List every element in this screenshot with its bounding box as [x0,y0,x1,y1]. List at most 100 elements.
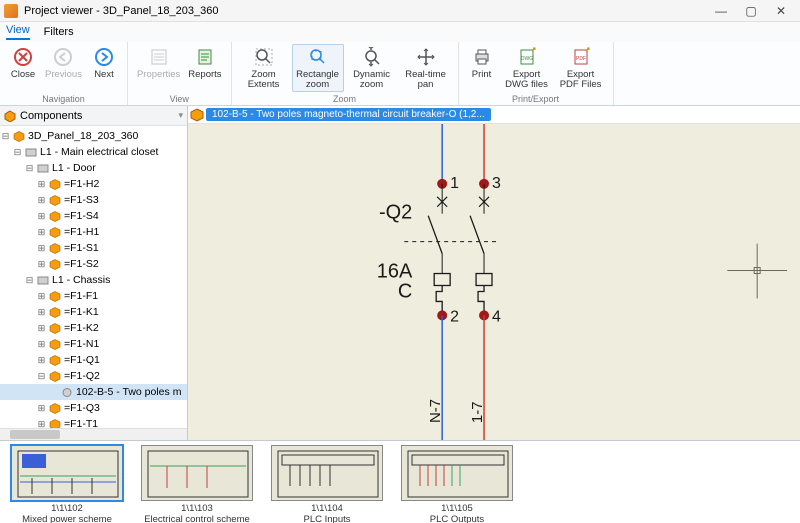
tree-node[interactable]: ⊟=F1-Q2 [0,368,187,384]
minimize-button[interactable]: — [706,1,736,21]
ribbon-group-title: Print/Export [465,94,607,105]
ribbon-group-zoom: Zoom Extents Rectangle zoom Dynamic zoom… [232,42,459,105]
thumb-103[interactable]: 1\1\103 Electrical control scheme [138,445,256,523]
tree-node[interactable]: ⊞=F1-S3 [0,192,187,208]
tree-node[interactable]: ⊞=F1-K1 [0,304,187,320]
tree-node[interactable]: ⊟L1 - Door [0,160,187,176]
thumb-102[interactable]: 1\1\102 Mixed power scheme [8,445,126,523]
terminal-3-label: 3 [492,175,501,192]
svg-text:DWG: DWG [520,56,532,62]
zoom-extents-icon [253,46,275,68]
thumb-caption: PLC Outputs [430,514,484,523]
maximize-button[interactable]: ▢ [736,1,766,21]
thumb-id: 1\1\104 [311,503,343,514]
tree-node[interactable]: ⊟L1 - Chassis [0,272,187,288]
thumb-105[interactable]: 1\1\105 PLC Outputs [398,445,516,523]
previous-icon [52,46,74,68]
terminal-4-label: 4 [492,308,501,325]
tree-node[interactable]: ⊞=F1-Q3 [0,400,187,416]
tree-node[interactable]: ⊞=F1-K2 [0,320,187,336]
thumbnail-strip: 1\1\102 Mixed power scheme 1\1\103 Elect… [0,441,800,523]
ribbon-group-view: Properties Reports View [128,42,232,105]
thumb-id: 1\1\105 [441,503,473,514]
window-controls: — ▢ ✕ [706,1,796,21]
ribbon-group-print-export: Print DWG Export DWG files PDF Export PD… [459,42,614,105]
menu-tabs: View Filters [0,22,800,42]
rectangle-zoom-button[interactable]: Rectangle zoom [292,44,344,92]
ribbon: Close Previous Next Navigation Propertie… [0,42,800,106]
rating-label: 16A [377,261,413,283]
app-icon [4,4,18,18]
close-window-button[interactable]: ✕ [766,1,796,21]
content-area: Components ▾ ⊟3D_Panel_18_203_360⊟L1 - M… [0,106,800,441]
terminal-1-label: 1 [450,175,459,192]
ribbon-group-title: Navigation [6,94,121,105]
ribbon-group-title: View [134,94,225,105]
titlebar: Project viewer - 3D_Panel_18_203_360 — ▢… [0,0,800,22]
class-label: C [398,280,412,302]
components-title: Components [20,110,82,122]
tree-node[interactable]: ⊞=F1-S4 [0,208,187,224]
ribbon-group-navigation: Close Previous Next Navigation [0,42,128,105]
panel-dropdown-icon[interactable]: ▾ [178,110,183,121]
next-icon [93,46,115,68]
reports-button[interactable]: Reports [185,44,224,82]
dynamic-zoom-icon [361,46,383,68]
thumb-caption: Electrical control scheme [144,514,250,523]
component-label: -Q2 [379,202,412,224]
components-panel: Components ▾ ⊟3D_Panel_18_203_360⊟L1 - M… [0,106,188,440]
close-icon [12,46,34,68]
rectangle-zoom-icon [307,46,329,68]
properties-button[interactable]: Properties [134,44,183,82]
tree-node[interactable]: 102-B-5 - Two poles m [0,384,187,400]
wire-left-label: N-7 [427,399,444,423]
realtime-pan-button[interactable]: Real-time pan [400,44,452,92]
tree-node[interactable]: ⊞=F1-T1 [0,416,187,428]
tree-node[interactable]: ⊞=F1-H2 [0,176,187,192]
thumb-104[interactable]: 1\1\104 PLC Inputs [268,445,386,523]
tree-node[interactable]: ⊞=F1-S2 [0,256,187,272]
window-title: Project viewer - 3D_Panel_18_203_360 [24,5,218,17]
pan-icon [415,46,437,68]
thumb-id: 1\1\103 [181,503,213,514]
export-dwg-icon: DWG [516,46,538,68]
breadcrumb-icon [190,108,204,122]
wire-right-label: 1-7 [469,401,486,423]
canvas-area: 102-B-5 - Two poles magneto-thermal circ… [188,106,800,440]
tree-node[interactable]: ⊟L1 - Main electrical closet [0,144,187,160]
svg-text:PDF: PDF [576,56,586,62]
component-tree[interactable]: ⊟3D_Panel_18_203_360⊟L1 - Main electrica… [0,126,187,428]
terminal-2-label: 2 [450,308,459,325]
tree-scrollbar[interactable] [0,428,187,440]
close-button[interactable]: Close [6,44,40,82]
previous-button[interactable]: Previous [42,44,85,82]
reports-icon [194,46,216,68]
schematic-svg: 1 3 [188,124,800,440]
thumb-caption: Mixed power scheme [22,514,112,523]
tab-view[interactable]: View [6,24,30,40]
dynamic-zoom-button[interactable]: Dynamic zoom [346,44,398,92]
export-pdf-button[interactable]: PDF Export PDF Files [555,44,607,92]
drawing-canvas[interactable]: 1 3 [188,124,800,440]
tree-node[interactable]: ⊟3D_Panel_18_203_360 [0,128,187,144]
next-button[interactable]: Next [87,44,121,82]
tree-node[interactable]: ⊞=F1-H1 [0,224,187,240]
print-button[interactable]: Print [465,44,499,82]
component-cube-icon [4,110,16,122]
breadcrumb-bar: 102-B-5 - Two poles magneto-thermal circ… [188,106,800,124]
tree-node[interactable]: ⊞=F1-Q1 [0,352,187,368]
print-icon [471,46,493,68]
thumb-caption: PLC Inputs [304,514,351,523]
export-pdf-icon: PDF [570,46,592,68]
tab-filters[interactable]: Filters [44,26,74,38]
properties-icon [148,46,170,68]
zoom-extents-button[interactable]: Zoom Extents [238,44,290,92]
breadcrumb-chip[interactable]: 102-B-5 - Two poles magneto-thermal circ… [206,108,491,121]
ribbon-group-title: Zoom [238,94,452,105]
thumb-id: 1\1\102 [51,503,83,514]
tree-node[interactable]: ⊞=F1-S1 [0,240,187,256]
export-dwg-button[interactable]: DWG Export DWG files [501,44,553,92]
tree-node[interactable]: ⊞=F1-F1 [0,288,187,304]
components-header[interactable]: Components ▾ [0,106,187,126]
tree-node[interactable]: ⊞=F1-N1 [0,336,187,352]
